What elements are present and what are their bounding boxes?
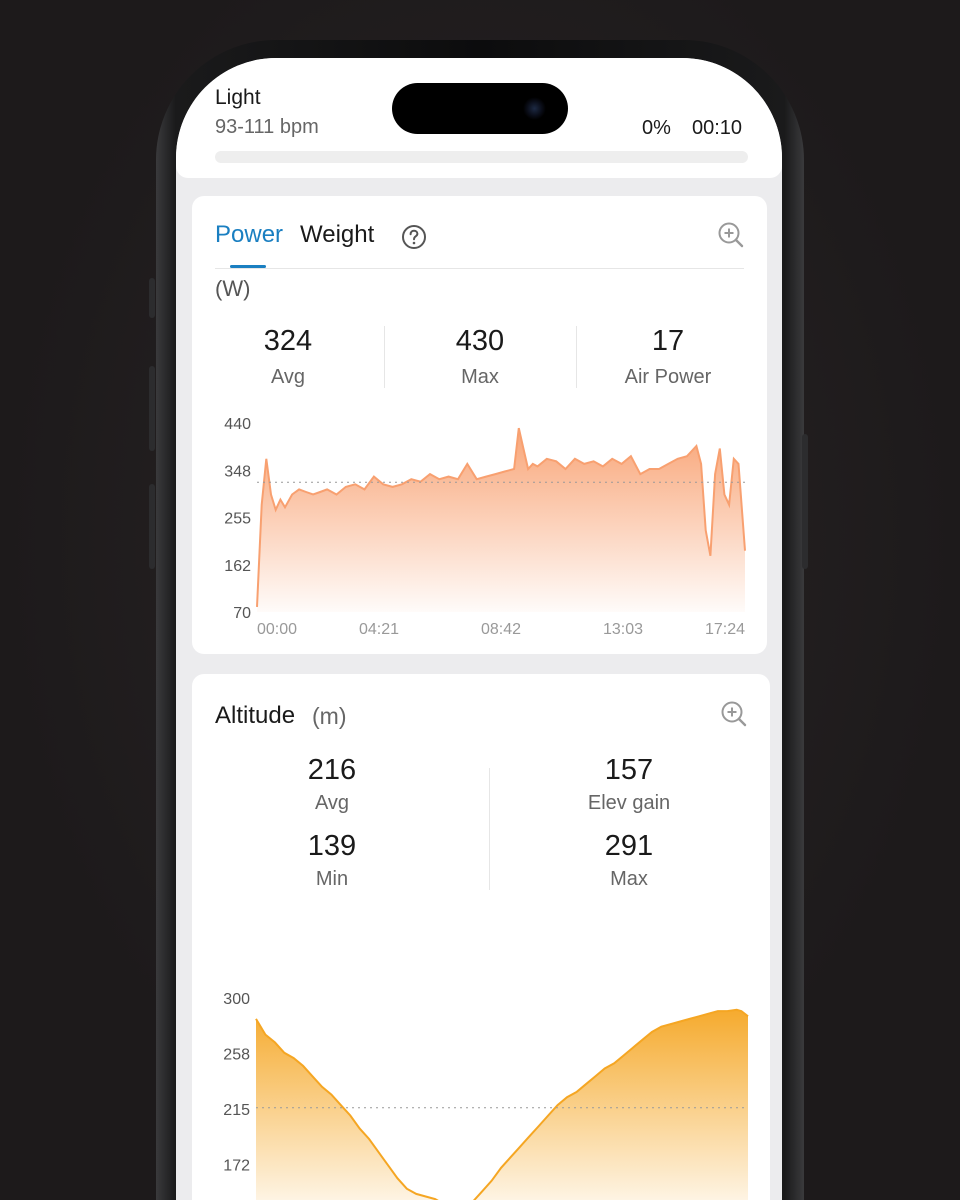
power-chart[interactable]: 440 348 255 162 70 00:00 04:21 08:42 13:03 17:24 xyxy=(192,401,767,661)
power-avg-label: Avg xyxy=(270,366,306,388)
zoom-in-icon[interactable] xyxy=(717,221,745,249)
zone-progress-bar xyxy=(215,151,748,163)
power-max-value: 430 xyxy=(455,325,505,357)
power-line xyxy=(256,427,746,607)
altitude-elev-gain-value: 157 xyxy=(604,754,654,786)
zoom-in-icon[interactable] xyxy=(720,700,748,728)
altitude-line xyxy=(255,1008,749,1200)
power-x-tick: 08:42 xyxy=(481,621,521,638)
altitude-elev-gain-label: Elev gain xyxy=(587,792,671,814)
power-y-tick: 440 xyxy=(224,416,251,433)
volume-up-button xyxy=(149,366,155,451)
altitude-y-tick: 172 xyxy=(223,1158,250,1175)
zone-time: 00:10 xyxy=(692,117,743,139)
altitude-card: Altitude (m) 216 Avg 157 Elev gain 139 M… xyxy=(192,674,770,1200)
altitude-avg-value: 216 xyxy=(307,754,357,786)
power-area xyxy=(257,428,745,612)
power-unit: (W) xyxy=(215,276,251,301)
power-x-tick: 13:03 xyxy=(603,621,643,638)
altitude-avg-label: Avg xyxy=(314,792,350,814)
zone-range: 93-111 bpm xyxy=(215,116,319,138)
zone-name: Light xyxy=(215,86,261,109)
altitude-y-tick: 300 xyxy=(223,991,250,1008)
front-camera xyxy=(523,97,546,120)
power-avg-value: 324 xyxy=(263,325,313,357)
altitude-y-tick: 215 xyxy=(223,1102,250,1119)
power-y-tick: 255 xyxy=(224,511,251,528)
power-y-tick: 162 xyxy=(224,558,251,575)
power-y-tick: 348 xyxy=(224,463,251,480)
power-x-tick: 17:24 xyxy=(705,621,745,638)
zone-percent: 0% xyxy=(642,117,671,139)
stat-divider xyxy=(384,326,385,388)
power-x-tick: 00:00 xyxy=(257,621,297,638)
power-max-label: Max xyxy=(461,366,499,388)
altitude-unit: (m) xyxy=(312,703,347,729)
altitude-max-label: Max xyxy=(610,868,648,890)
power-air-label: Air Power xyxy=(624,366,712,388)
app-screen: Light 93-111 bpm 0% 00:10 Power Weight (… xyxy=(176,58,782,1200)
altitude-area xyxy=(256,1009,748,1200)
altitude-title: Altitude xyxy=(215,702,296,729)
altitude-min-label: Min xyxy=(315,868,349,890)
tab-weight[interactable]: Weight xyxy=(300,221,375,248)
tab-power[interactable]: Power xyxy=(215,221,284,248)
stat-divider xyxy=(576,326,577,388)
altitude-min-value: 139 xyxy=(307,830,357,862)
tab-divider xyxy=(215,268,744,269)
altitude-y-tick: 258 xyxy=(223,1047,250,1064)
power-card: Power Weight (W) 324 Avg 430 Max 17 Air … xyxy=(192,196,767,654)
power-air-value: 17 xyxy=(651,325,685,357)
power-x-tick: 04:21 xyxy=(359,621,399,638)
power-button xyxy=(802,434,808,569)
action-button xyxy=(149,278,155,318)
stat-divider xyxy=(489,768,490,890)
active-tab-indicator xyxy=(230,265,266,268)
volume-down-button xyxy=(149,484,155,569)
altitude-max-value: 291 xyxy=(604,830,654,862)
power-y-tick: 70 xyxy=(233,605,251,622)
dynamic-island xyxy=(392,83,568,134)
question-circle-icon[interactable] xyxy=(401,224,427,250)
